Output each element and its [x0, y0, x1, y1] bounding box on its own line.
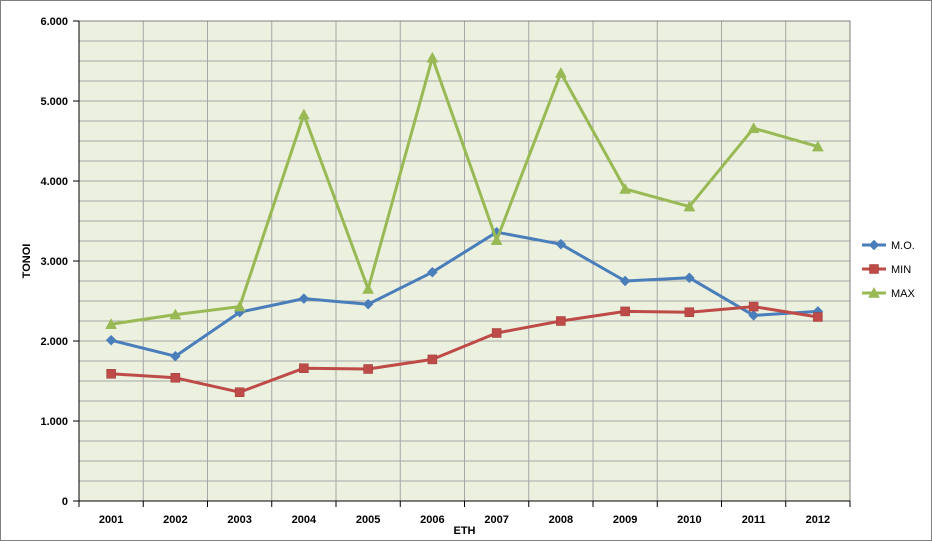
x-tick-label: 2001 [99, 514, 123, 526]
x-tick-label: 2010 [677, 514, 701, 526]
x-tick-labels: 2001 2002 2003 2004 2005 2006 2007 2008 2009 2010… [99, 514, 830, 526]
data-point [297, 108, 310, 120]
series-max [105, 51, 824, 329]
legend-marker [868, 286, 880, 298]
legend-item: MIN [862, 264, 911, 276]
data-point [362, 298, 374, 310]
y-tick-label: 2.000 [40, 336, 68, 348]
y-tick-label: 4.000 [40, 176, 68, 188]
x-tick-label: 2005 [356, 514, 380, 526]
x-axis-title: ETH [454, 525, 476, 537]
legend-label: MAX [891, 288, 916, 300]
legend: M.O. MIN MAX [862, 239, 916, 300]
gridlines [78, 20, 851, 502]
y-tick-label: 3.000 [40, 256, 68, 268]
legend-item: MAX [862, 286, 916, 300]
series-line [110, 230, 818, 358]
data-point [747, 122, 760, 133]
data-point [683, 200, 696, 212]
legend-label: MIN [891, 264, 911, 276]
data-point [619, 182, 632, 194]
data-point [426, 51, 439, 63]
data-point [811, 140, 824, 152]
y-tick-label: 6.000 [40, 16, 68, 28]
y-tick-label: 0 [62, 496, 68, 508]
data-point [106, 369, 116, 379]
y-tick-label: 1.000 [40, 416, 68, 428]
x-tick-label: 2006 [420, 514, 444, 526]
series-line [111, 305, 819, 394]
series-line [110, 56, 819, 326]
series-min [106, 301, 823, 397]
x-tick-label: 2007 [484, 514, 508, 526]
data-point [363, 364, 373, 374]
data-point [169, 308, 182, 320]
series-lines [105, 51, 824, 397]
x-tick-label: 2008 [549, 514, 573, 526]
data-point [555, 238, 567, 250]
data-point [556, 316, 566, 326]
y-tick-labels: 0 1.000 2.000 3.000 4.000 5.000 6.000 [40, 16, 68, 508]
data-point [299, 363, 309, 373]
data-point [813, 312, 823, 322]
x-tick-label: 2003 [227, 514, 251, 526]
data-point [298, 293, 310, 304]
legend-item: M.O. [862, 239, 915, 252]
x-tick-label: 2009 [613, 514, 637, 526]
data-point [233, 300, 246, 312]
x-tick-label: 2002 [163, 514, 187, 526]
data-point [234, 387, 245, 397]
legend-label: M.O. [891, 240, 915, 252]
data-point [427, 266, 438, 278]
data-point [105, 334, 117, 346]
legend-marker [869, 264, 879, 274]
data-point [748, 310, 759, 321]
data-point [362, 282, 375, 294]
x-tick-label: 2012 [806, 514, 830, 526]
legend-marker [868, 239, 880, 251]
data-point [684, 307, 695, 317]
data-point [170, 350, 181, 362]
x-tick-label: 2004 [292, 514, 317, 526]
data-point [619, 275, 631, 287]
y-tick-label: 5.000 [40, 96, 68, 108]
data-point [620, 306, 630, 317]
data-point [554, 66, 567, 78]
data-point [684, 272, 695, 284]
data-point [490, 234, 503, 245]
data-point [105, 318, 118, 329]
data-point [491, 328, 502, 338]
y-axis-title: TONOI [21, 244, 33, 279]
axes [73, 20, 851, 507]
data-point [427, 354, 438, 365]
data-point [170, 373, 181, 383]
data-point [748, 301, 759, 312]
x-tick-label: 2011 [742, 514, 766, 526]
